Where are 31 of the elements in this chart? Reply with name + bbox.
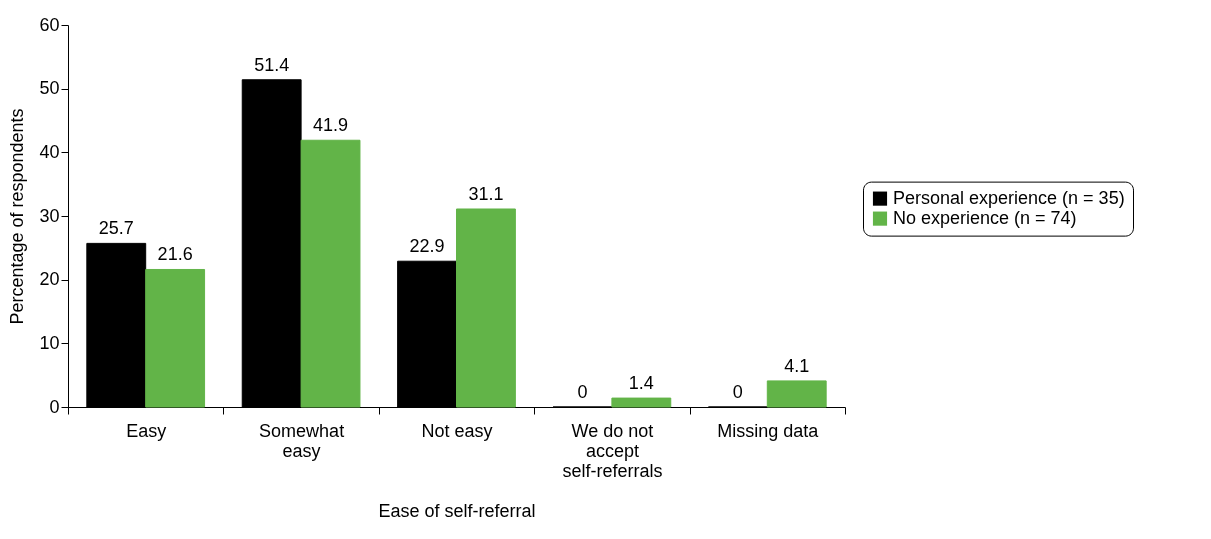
y-tick-label: 20 [39,269,60,290]
x-tick-label: Missing data [717,420,820,441]
data-label: 22.9 [409,236,445,257]
data-label: 41.9 [313,115,349,136]
y-tick-label: 50 [39,78,60,99]
x-tick-label: We do not accept self-referrals [562,420,663,481]
data-label: 0 [577,382,588,402]
legend-label: No experience (n = 74) [893,207,1077,228]
y-tick-label: 30 [39,205,60,226]
x-tick-label: Easy [126,420,167,441]
x-axis-title: Ease of self-referral [378,500,536,521]
y-tick-label: 0 [49,396,60,417]
y-tick-label: 10 [39,332,60,353]
data-label: 25.7 [98,218,134,239]
y-tick-label: 40 [39,141,60,162]
bar [145,268,206,408]
x-tick-label: Not easy [421,420,493,441]
bar [300,139,361,408]
x-tick-label: Somewhat easy [259,420,345,461]
data-label: 51.4 [254,54,290,75]
data-label: 4.1 [784,355,810,376]
data-label: 0 [732,382,743,402]
data-label: 31.1 [468,184,504,204]
y-tick-label: 60 [39,14,60,35]
data-label: 21.6 [157,244,193,265]
y-axis-title: Percentage of respondents [7,108,28,325]
legend-label: Personal experience (n = 35) [893,187,1125,208]
bar [456,208,516,408]
data-label: 1.4 [628,373,654,394]
bar [766,380,827,408]
bar [611,397,672,408]
